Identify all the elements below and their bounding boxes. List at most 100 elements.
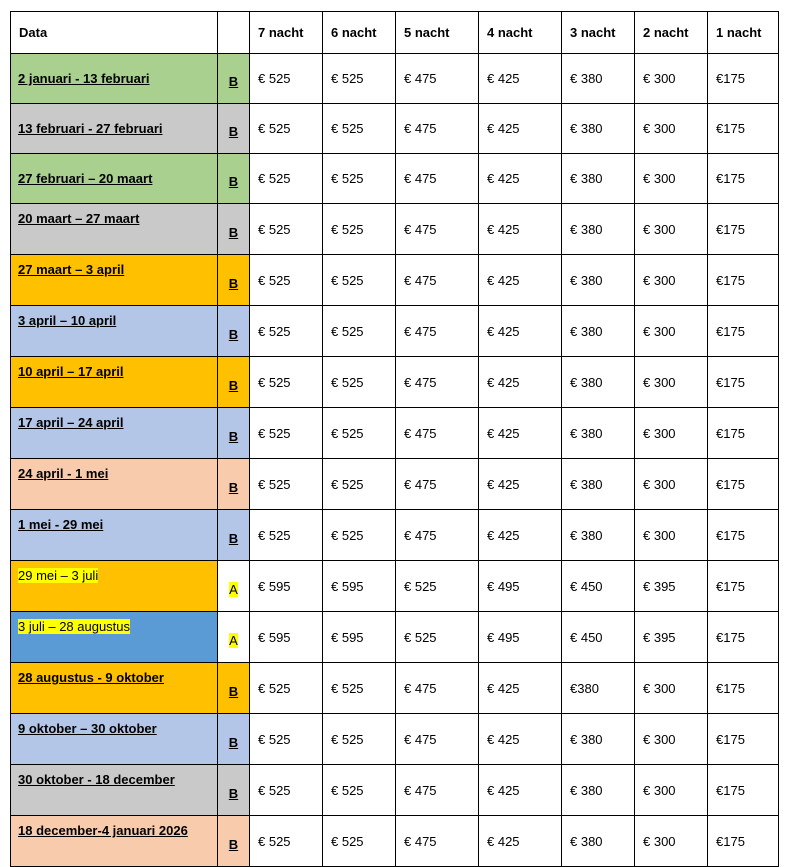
price-cell: €175: [707, 305, 779, 357]
header-cell: 4 nacht: [478, 11, 562, 54]
date-cell: 29 mei – 3 juli: [10, 560, 218, 612]
price-cell: € 525: [322, 458, 396, 510]
price-cell: €175: [707, 560, 779, 612]
price-cell: € 525: [322, 764, 396, 816]
price-cell: € 300: [634, 153, 708, 204]
price-cell: €175: [707, 153, 779, 204]
price-cell: € 525: [322, 203, 396, 255]
price-cell: € 595: [322, 560, 396, 612]
price-cell: € 300: [634, 764, 708, 816]
table-row: 29 mei – 3 juli A € 595 € 595 € 525 € 495 € 45…: [10, 560, 779, 612]
price-cell: € 425: [478, 203, 562, 255]
price-cell: € 300: [634, 509, 708, 561]
price-cell: € 425: [478, 254, 562, 306]
price-cell: € 425: [478, 764, 562, 816]
price-cell: € 300: [634, 103, 708, 154]
date-text: 1 mei - 29 mei: [18, 517, 104, 532]
price-cell: € 425: [478, 407, 562, 459]
date-text: 30 oktober - 18 december: [18, 772, 175, 787]
date-text: 28 augustus - 9 oktober: [18, 670, 164, 685]
header-cell: 2 nacht: [634, 11, 708, 54]
code-cell: B: [217, 713, 250, 765]
price-cell: € 525: [322, 254, 396, 306]
code-text: A: [229, 632, 238, 648]
price-cell: € 300: [634, 305, 708, 357]
header-cell: 1 nacht: [707, 11, 779, 54]
price-cell: € 595: [249, 560, 323, 612]
table-row: 30 oktober - 18 december B € 525 € 525 € 475…: [10, 764, 779, 816]
price-cell: € 525: [322, 103, 396, 154]
table-row: 20 maart – 27 maart B € 525 € 525 € 475 € 425…: [10, 203, 779, 255]
price-cell: € 475: [395, 764, 479, 816]
code-text: B: [228, 683, 239, 699]
price-cell: € 380: [561, 53, 635, 104]
price-cell: €175: [707, 662, 779, 714]
price-cell: € 525: [249, 407, 323, 459]
date-cell: 18 december-4 januari 2026: [10, 815, 218, 867]
code-cell: B: [217, 254, 250, 306]
header-cell: Data: [10, 11, 218, 54]
price-cell: € 380: [561, 153, 635, 204]
code-cell: B: [217, 153, 250, 204]
date-cell: 27 maart – 3 april: [10, 254, 218, 306]
price-cell: € 475: [395, 53, 479, 104]
date-text: 20 maart – 27 maart: [18, 211, 140, 226]
price-cell: € 495: [478, 611, 562, 663]
price-cell: € 380: [561, 815, 635, 867]
date-text: 27 maart – 3 april: [18, 262, 125, 277]
table-row: 1 mei - 29 mei B € 525 € 525 € 475 € 425 € 380…: [10, 509, 779, 561]
price-cell: € 475: [395, 103, 479, 154]
date-cell: 24 april - 1 mei: [10, 458, 218, 510]
code-cell: B: [217, 53, 250, 104]
date-cell: 13 februari - 27 februari: [10, 103, 218, 154]
date-text: 27 februari – 20 maart: [18, 171, 153, 186]
price-cell: €175: [707, 764, 779, 816]
date-cell: 9 oktober – 30 oktober: [10, 713, 218, 765]
price-cell: € 300: [634, 53, 708, 104]
price-cell: € 380: [561, 407, 635, 459]
price-cell: € 380: [561, 356, 635, 408]
price-cell: € 380: [561, 764, 635, 816]
price-cell: € 475: [395, 815, 479, 867]
price-cell: € 525: [322, 53, 396, 104]
price-cell: € 525: [249, 509, 323, 561]
price-cell: € 525: [395, 560, 479, 612]
table-row: 3 april – 10 april B € 525 € 525 € 475 € 425 €…: [10, 305, 779, 357]
price-cell: € 425: [478, 153, 562, 204]
code-text: B: [228, 836, 239, 852]
price-cell: €380: [561, 662, 635, 714]
price-cell: € 300: [634, 254, 708, 306]
date-text: 24 april - 1 mei: [18, 466, 109, 481]
date-cell: 17 april – 24 april: [10, 407, 218, 459]
code-text: B: [228, 479, 239, 495]
price-cell: € 525: [322, 407, 396, 459]
price-cell: € 525: [322, 153, 396, 204]
code-text: B: [228, 74, 239, 89]
date-cell: 3 juli – 28 augustus: [10, 611, 218, 663]
price-cell: € 475: [395, 713, 479, 765]
header-cell: 3 nacht: [561, 11, 635, 54]
price-cell: € 425: [478, 103, 562, 154]
price-cell: € 525: [249, 356, 323, 408]
price-cell: € 525: [249, 458, 323, 510]
price-cell: € 525: [249, 254, 323, 306]
header-cell: 5 nacht: [395, 11, 479, 54]
price-cell: € 380: [561, 103, 635, 154]
table-row: 2 januari - 13 februari B € 525 € 525 € 475 €…: [10, 53, 779, 104]
price-cell: € 380: [561, 254, 635, 306]
price-cell: € 380: [561, 305, 635, 357]
date-text: 29 mei – 3 juli: [18, 568, 99, 583]
price-cell: € 475: [395, 662, 479, 714]
date-text: 3 april – 10 april: [18, 313, 117, 328]
price-cell: €175: [707, 815, 779, 867]
price-cell: € 525: [249, 53, 323, 104]
price-cell: € 525: [249, 662, 323, 714]
code-text: B: [228, 734, 239, 750]
price-cell: € 425: [478, 662, 562, 714]
price-cell: € 300: [634, 356, 708, 408]
date-cell: 28 augustus - 9 oktober: [10, 662, 218, 714]
price-cell: € 525: [249, 815, 323, 867]
price-table: Data 7 nacht 6 nacht 5 nacht 4 nacht 3 nacht 2…: [10, 11, 779, 867]
price-cell: € 475: [395, 509, 479, 561]
code-cell: B: [217, 203, 250, 255]
